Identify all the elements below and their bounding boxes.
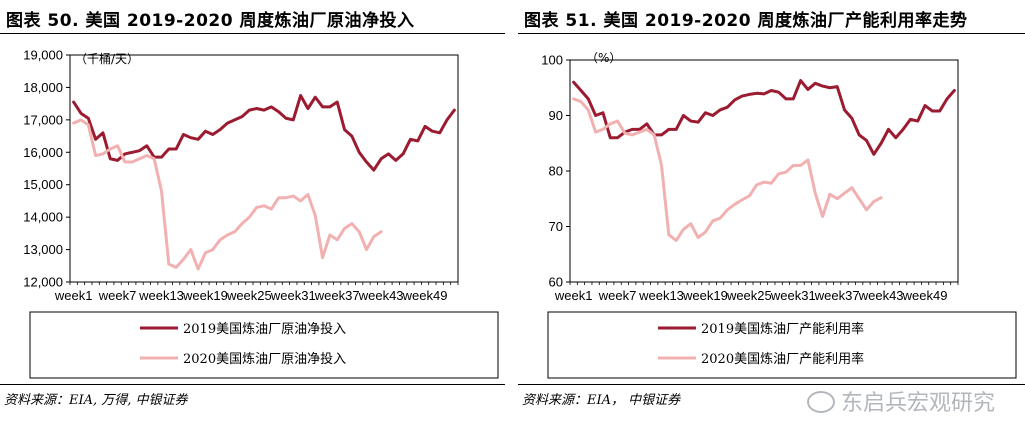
wechat-icon (806, 391, 835, 413)
x-tick-label: week31 (270, 288, 316, 303)
source-note: 资料来源：EIA， 中银证券 (522, 393, 681, 408)
y-tick-label: 18,000 (23, 80, 63, 95)
legend-box (29, 311, 499, 379)
watermark: 东启兵宏观研究 (806, 385, 995, 417)
legend-box (547, 311, 1017, 379)
series-line-2019 (572, 79, 956, 156)
y-tick-label: 13,000 (23, 242, 63, 257)
chart-title: 图表 50. 美国 2019-2020 周度炼油厂原油净投入 (6, 11, 415, 31)
y-tick-label: 17,000 (23, 112, 63, 127)
y-tick-label: 14,000 (23, 210, 63, 225)
x-tick-label: week49 (902, 288, 948, 303)
title-divider (518, 33, 1025, 34)
legend-label: 2020美国炼油厂原油净投入 (183, 351, 346, 367)
x-tick-label: week37 (314, 288, 360, 303)
y-tick-label: 100 (541, 53, 563, 68)
y-tick-label: 90 (549, 108, 563, 123)
series-line-2020 (572, 97, 883, 242)
y-tick-label: 70 (549, 219, 563, 234)
y-tick-label: 60 (549, 275, 563, 290)
x-tick-label: week25 (226, 288, 272, 303)
y-tick-label: 16,000 (23, 145, 63, 160)
source-note: 资料来源：EIA, 万得, 中银证券 (4, 393, 188, 408)
source-divider (0, 384, 505, 385)
x-tick-label: week43 (858, 288, 904, 303)
x-tick-label: week19 (182, 288, 228, 303)
source-divider (518, 384, 1025, 385)
x-tick-label: week37 (814, 288, 860, 303)
y-tick-label: 12,000 (23, 275, 63, 290)
y-axis-unit-label: （%） (586, 51, 621, 65)
series-line-2019 (72, 94, 456, 172)
x-tick-label: week19 (682, 288, 728, 303)
x-tick-label: week7 (98, 288, 137, 303)
x-tick-label: week13 (638, 288, 684, 303)
x-tick-label: week43 (358, 288, 404, 303)
x-tick-label: week31 (770, 288, 816, 303)
y-tick-label: 80 (549, 164, 563, 179)
legend-label: 2019美国炼油厂产能利用率 (701, 321, 864, 337)
y-tick-label: 19,000 (23, 48, 63, 63)
x-tick-label: week25 (726, 288, 772, 303)
plot-frame (69, 54, 459, 283)
x-tick-label: week13 (138, 288, 184, 303)
chart-left-svg: 12,000 13,000 14,000 15,000 16,000 17,000 18,0… (23, 48, 499, 379)
chart-title: 图表 51. 美国 2019-2020 周度炼油厂产能利用率走势 (524, 11, 968, 31)
y-tick-label: 15,000 (23, 177, 63, 192)
x-tick-label: week1 (54, 288, 93, 303)
legend-label: 2020美国炼油厂产能利用率 (701, 351, 864, 367)
series-line-2020 (72, 118, 383, 271)
title-divider (0, 33, 505, 34)
x-tick-label: week49 (402, 288, 448, 303)
legend-label: 2019美国炼油厂原油净投入 (183, 321, 346, 337)
chart-panel-right: 图表 51. 美国 2019-2020 周度炼油厂产能利用率走势 60 70 80 9… (518, 0, 1025, 440)
x-tick-label: week1 (554, 288, 593, 303)
chart-panel-left: 图表 50. 美国 2019-2020 周度炼油厂原油净投入 12,000 13,… (0, 0, 505, 440)
y-axis-unit-label: （千桶/天） (75, 51, 139, 66)
watermark-text: 东启兵宏观研究 (840, 391, 995, 416)
x-tick-label: week7 (598, 288, 637, 303)
